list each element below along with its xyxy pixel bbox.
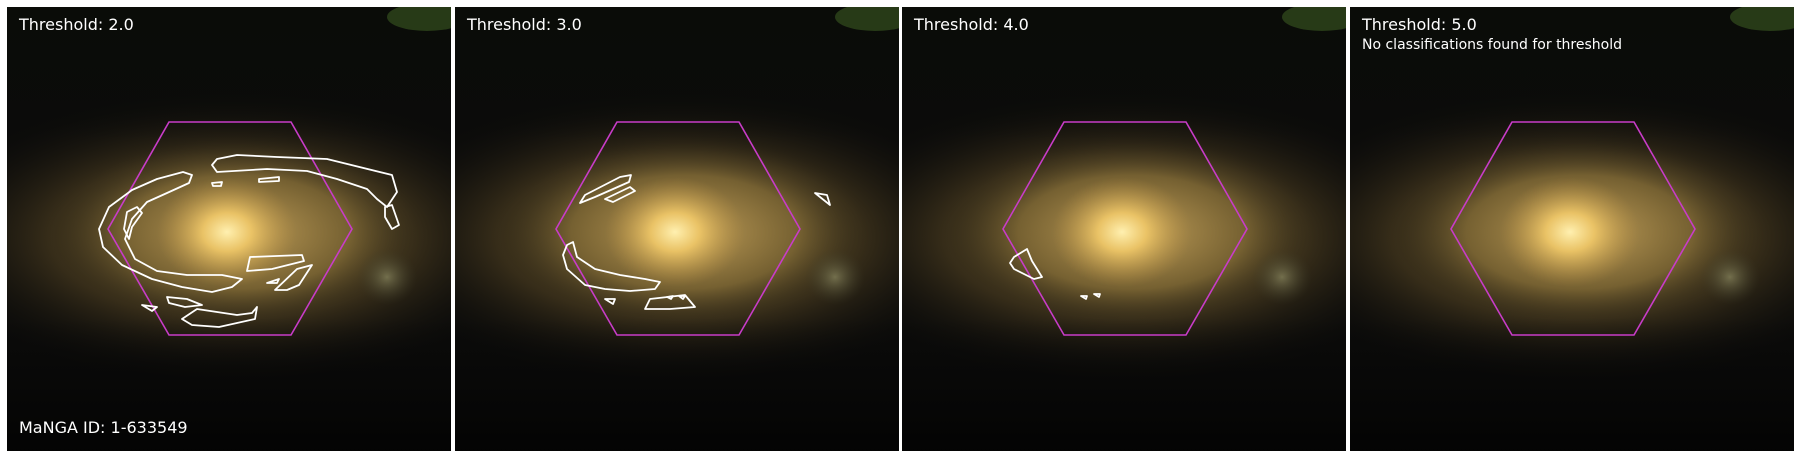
threshold-label: Threshold: 2.0 bbox=[19, 15, 134, 34]
galaxy-image bbox=[902, 7, 1346, 451]
galaxy-panel-threshold-2: Threshold: 2.0 MaNGA ID: 1-633549 bbox=[7, 7, 451, 451]
panel-image bbox=[902, 7, 1346, 451]
classification-contours bbox=[1009, 248, 1101, 300]
galaxy-panel-threshold-4: Threshold: 4.0 bbox=[902, 7, 1346, 451]
no-classification-note: No classifications found for threshold bbox=[1362, 37, 1622, 53]
ifu-hexagon bbox=[1450, 121, 1696, 336]
galaxy-image bbox=[1350, 7, 1794, 451]
threshold-label: Threshold: 3.0 bbox=[467, 15, 582, 34]
galaxy-panel-threshold-3: Threshold: 3.0 bbox=[455, 7, 899, 451]
classification-contours bbox=[562, 174, 831, 310]
threshold-label: Threshold: 4.0 bbox=[914, 15, 1029, 34]
threshold-label: Threshold: 5.0 bbox=[1362, 15, 1477, 34]
panel-image bbox=[455, 7, 899, 451]
ifu-hexagon bbox=[107, 121, 353, 336]
ifu-hexagon bbox=[555, 121, 801, 336]
galaxy-image bbox=[455, 7, 899, 451]
classification-contours bbox=[98, 154, 400, 328]
panel-image bbox=[7, 7, 451, 451]
manga-id-label: MaNGA ID: 1-633549 bbox=[19, 418, 188, 437]
galaxy-panel-threshold-5: Threshold: 5.0 No classifications found … bbox=[1350, 7, 1794, 451]
galaxy-image bbox=[7, 7, 451, 451]
panel-image bbox=[1350, 7, 1794, 451]
ifu-hexagon bbox=[1002, 121, 1248, 336]
